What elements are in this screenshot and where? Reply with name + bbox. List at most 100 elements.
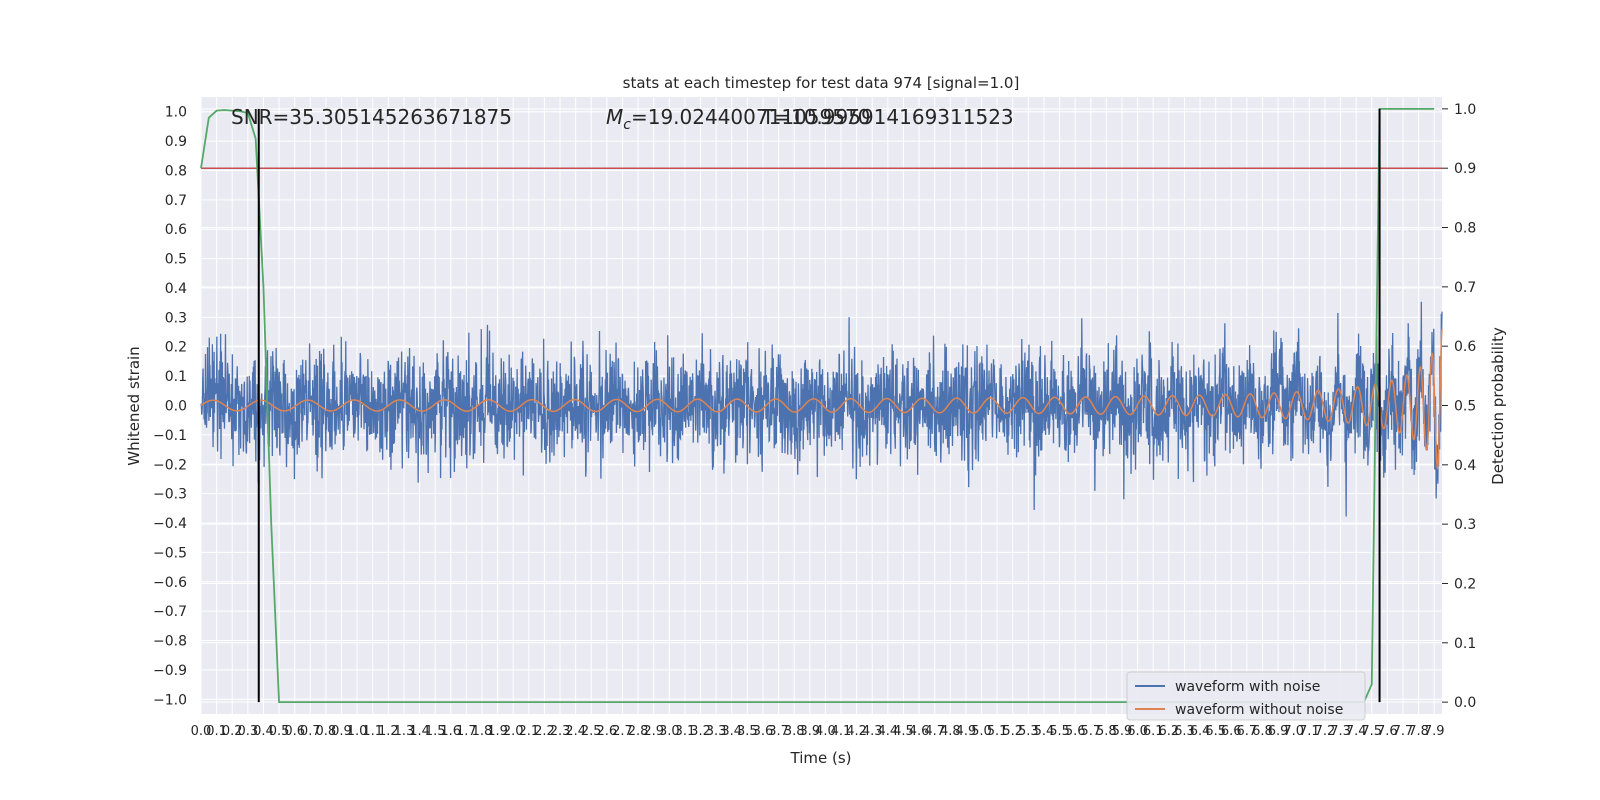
x-tick-label: 7.4 — [1346, 724, 1367, 739]
x-tick-label: 5.2 — [1002, 724, 1023, 739]
x-tick-label: 2.6 — [597, 724, 618, 739]
x-tick-label: 2.3 — [550, 724, 571, 739]
x-tick-label: 1.3 — [394, 724, 415, 739]
x-tick-label: 7.1 — [1299, 724, 1320, 739]
y-tick-label: 0.6 — [165, 222, 187, 238]
x-tick-label: 4.9 — [956, 724, 977, 739]
y-tick-label: 0.1 — [165, 369, 187, 385]
legend: waveform with noise waveform without noi… — [1126, 671, 1366, 721]
y-tick-label: −0.9 — [153, 663, 187, 679]
x-tick-label: 6.2 — [1158, 724, 1179, 739]
x-tick-label: 6.8 — [1252, 724, 1273, 739]
t-annotation: T=10.995914169311523 — [761, 105, 1014, 129]
x-tick-label: 1.0 — [347, 724, 368, 739]
y2-tick-label: 0.1 — [1454, 636, 1476, 652]
x-tick-label: 7.6 — [1377, 724, 1398, 739]
y2-tick-label: 0.8 — [1454, 221, 1476, 237]
y2-tick-label: 0.6 — [1454, 339, 1476, 355]
x-tick-label: 2.1 — [518, 724, 539, 739]
x-tick-label: 2.4 — [565, 724, 586, 739]
x-tick-label: 5.5 — [1049, 724, 1070, 739]
mc-annotation: Mc=19.024400711059570 — [606, 105, 870, 133]
y-tick-label: −0.3 — [153, 487, 187, 503]
y2-tick-label: 0.5 — [1454, 399, 1476, 415]
x-tick-label: 5.1 — [987, 724, 1008, 739]
x-tick-label: 6.3 — [1174, 724, 1195, 739]
x-tick-label: 7.8 — [1408, 724, 1429, 739]
y-tick-label: 0.3 — [165, 310, 187, 326]
y-tick-label: 0.8 — [165, 163, 187, 179]
x-tick-label: 0.0 — [191, 724, 212, 739]
legend-label-clean: waveform without noise — [1175, 702, 1343, 718]
x-tick-label: 4.6 — [909, 724, 930, 739]
x-tick-label: 1.6 — [440, 724, 461, 739]
x-tick-label: 5.9 — [1112, 724, 1133, 739]
x-tick-label: 3.7 — [768, 724, 789, 739]
x-tick-label: 0.8 — [316, 724, 337, 739]
x-tick-label: 4.4 — [877, 724, 898, 739]
series-detection-probability — [200, 107, 1435, 704]
series-layer — [200, 107, 1443, 704]
y2-tick-label: 0.7 — [1454, 280, 1476, 296]
y-axis-label: Whitened strain — [125, 346, 143, 465]
y-tick-label: 0.9 — [165, 134, 187, 150]
y2-tick-label: 0.4 — [1454, 458, 1476, 474]
x-tick-label: 5.3 — [1018, 724, 1039, 739]
x-tick-label: 7.0 — [1283, 724, 1304, 739]
x-tick-label: 1.9 — [487, 724, 508, 739]
x-tick-label: 2.2 — [534, 724, 555, 739]
y-tick-label: 1.0 — [165, 105, 187, 121]
x-tick-label: 3.6 — [753, 724, 774, 739]
y-tick-label: −0.5 — [153, 545, 187, 561]
x-tick-label: 2.5 — [581, 724, 602, 739]
tick-labels: 0.00.10.20.30.40.50.60.70.80.91.01.11.21… — [153, 102, 1476, 739]
y2-tick-label: 0.9 — [1454, 161, 1476, 177]
x-tick-label: 4.2 — [846, 724, 867, 739]
x-tick-label: 1.8 — [472, 724, 493, 739]
x-tick-label: 7.9 — [1424, 724, 1445, 739]
y-tick-label: −0.7 — [153, 604, 187, 620]
x-tick-label: 7.2 — [1315, 724, 1336, 739]
x-tick-label: 4.5 — [893, 724, 914, 739]
x-tick-label: 0.3 — [237, 724, 258, 739]
x-tick-label: 3.3 — [706, 724, 727, 739]
x-axis-label: Time (s) — [790, 749, 852, 767]
x-tick-label: 0.9 — [331, 724, 352, 739]
x-tick-label: 6.4 — [1190, 724, 1211, 739]
x-tick-label: 3.5 — [737, 724, 758, 739]
series-waveform-without-noise — [200, 328, 1443, 471]
x-tick-label: 5.6 — [1065, 724, 1086, 739]
y-tick-label: 0.0 — [165, 399, 187, 415]
x-tick-label: 1.4 — [409, 724, 430, 739]
chart-title: stats at each timestep for test data 974… — [623, 74, 1020, 92]
x-tick-label: 6.1 — [1143, 724, 1164, 739]
x-tick-label: 4.1 — [831, 724, 852, 739]
y2-tick-label: 0.2 — [1454, 576, 1476, 592]
x-tick-label: 3.0 — [659, 724, 680, 739]
legend-box — [1126, 671, 1366, 721]
y2-tick-label: 0.0 — [1454, 695, 1476, 711]
x-tick-label: 7.3 — [1330, 724, 1351, 739]
x-tick-label: 5.8 — [1096, 724, 1117, 739]
x-tick-label: 0.6 — [284, 724, 305, 739]
x-tick-label: 2.0 — [503, 724, 524, 739]
y-tick-label: 0.7 — [165, 193, 187, 209]
x-tick-label: 3.9 — [799, 724, 820, 739]
x-tick-label: 4.3 — [862, 724, 883, 739]
legend-label-noise: waveform with noise — [1175, 679, 1320, 695]
y-tick-label: 0.4 — [165, 281, 187, 297]
x-tick-label: 7.7 — [1393, 724, 1414, 739]
y2-tick-label: 0.3 — [1454, 517, 1476, 533]
x-tick-label: 6.7 — [1237, 724, 1258, 739]
y-tick-label: −0.1 — [153, 428, 187, 444]
x-tick-label: 0.7 — [300, 724, 321, 739]
x-tick-label: 6.0 — [1127, 724, 1148, 739]
x-tick-label: 3.8 — [784, 724, 805, 739]
y-tick-label: 0.5 — [165, 252, 187, 268]
x-tick-label: 2.9 — [643, 724, 664, 739]
x-tick-label: 0.1 — [206, 724, 227, 739]
x-tick-label: 0.5 — [269, 724, 290, 739]
x-tick-label: 0.4 — [253, 724, 274, 739]
y-tick-label: −1.0 — [153, 692, 187, 708]
